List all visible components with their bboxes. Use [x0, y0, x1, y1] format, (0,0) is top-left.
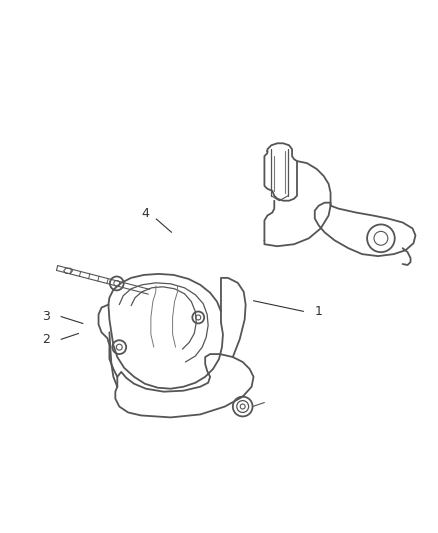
Text: 1: 1: [314, 305, 322, 318]
Text: 2: 2: [42, 333, 50, 346]
Text: 3: 3: [42, 310, 50, 323]
Text: 4: 4: [141, 207, 149, 220]
